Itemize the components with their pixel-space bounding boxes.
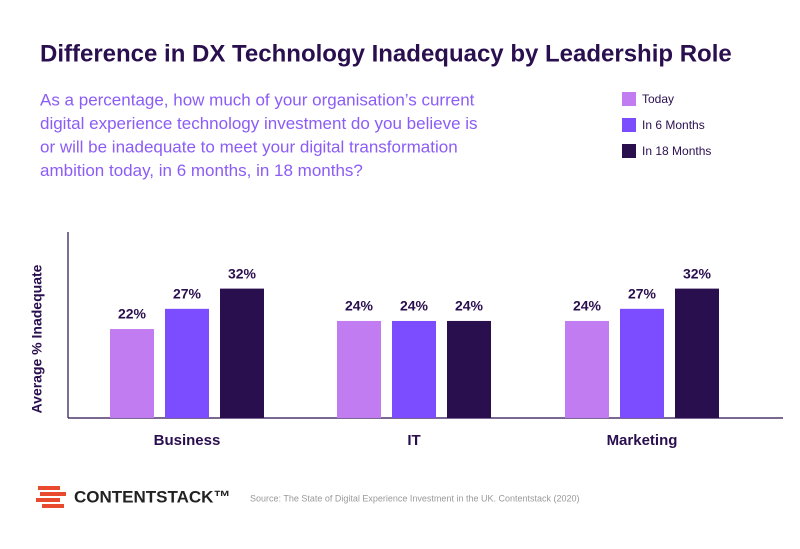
x-tick-label: Business [154,432,221,449]
value-label: 27% [173,286,202,302]
value-label: 24% [573,298,602,314]
subtitle-line: ambition today, in 6 months, in 18 month… [40,161,363,180]
value-label: 24% [345,298,374,314]
bar [565,320,609,418]
bar [392,320,436,418]
brand: CONTENTSTACK™ [74,487,230,506]
value-label: 27% [628,286,657,302]
x-tick-label: Marketing [607,432,678,449]
bar [110,329,154,418]
value-label: 32% [683,265,712,281]
bar [675,288,719,418]
x-tick-label: IT [407,432,420,449]
y-axis-label: Average % Inadequate [29,264,45,413]
bar [447,320,491,418]
value-label: 32% [228,265,257,281]
legend-swatch [622,92,636,106]
bar [165,308,209,418]
subtitle-line: or will be inadequate to meet your digit… [40,137,458,156]
logo-icon [36,486,66,508]
bar [220,288,264,418]
subtitle-line: digital experience technology investment… [40,114,478,133]
legend-swatch [622,144,636,158]
legend-label: In 18 Months [642,144,711,158]
chart-title: Difference in DX Technology Inadequacy b… [40,40,732,67]
bar [620,308,664,418]
source: Source: The State of Digital Experience … [250,493,580,503]
legend-label: In 6 Months [642,118,705,132]
subtitle-line: As a percentage, how much of your organi… [40,90,475,109]
legend-swatch [622,118,636,132]
bar [337,320,381,418]
value-label: 24% [400,298,429,314]
legend-label: Today [642,92,674,106]
value-label: 24% [455,298,484,314]
value-label: 22% [118,306,147,322]
